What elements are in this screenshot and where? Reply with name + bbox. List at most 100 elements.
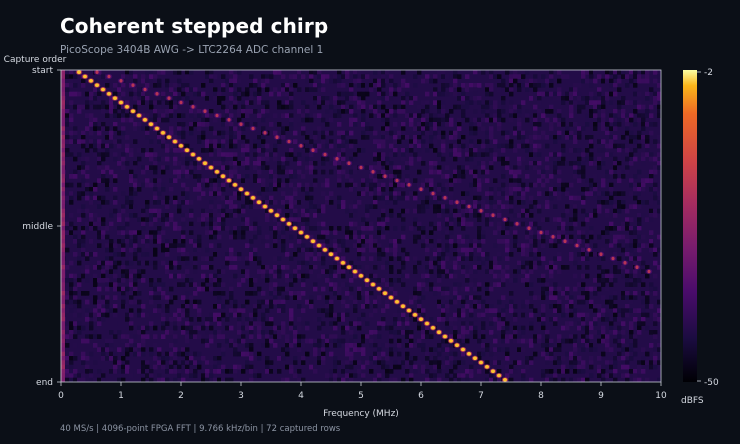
noise-cell [369,243,374,248]
noise-cell [393,117,398,123]
noise-cell [281,169,286,175]
noise-cell [73,226,78,231]
noise-cell [581,78,586,84]
noise-cell [329,369,334,374]
noise-cell [637,330,642,335]
noise-cell [405,165,410,170]
noise-cell [641,104,646,110]
noise-cell [401,148,406,153]
noise-cell [485,100,490,105]
noise-cell [649,247,654,253]
noise-cell [601,113,606,118]
noise-cell [257,191,262,196]
noise-cell [549,338,554,344]
noise-cell [229,174,234,179]
noise-cell [497,156,502,162]
noise-cell [549,187,554,192]
noise-cell [173,260,178,266]
noise-cell [493,204,498,209]
noise-cell [97,317,102,322]
noise-cell [393,113,398,118]
noise-cell [569,148,574,153]
noise-cell [217,252,222,257]
noise-cell [293,139,298,144]
noise-cell [245,221,250,227]
noise-cell [633,187,638,192]
noise-cell [129,187,134,192]
noise-cell [201,91,206,97]
noise-cell [121,364,126,370]
noise-cell [557,130,562,136]
noise-cell [561,148,566,153]
noise-cell [157,304,162,309]
noise-cell [489,165,494,170]
noise-cell [137,330,142,335]
noise-cell [369,191,374,196]
noise-cell [489,321,494,326]
noise-cell [389,191,394,196]
noise-cell [261,312,266,318]
noise-cell [529,204,534,209]
noise-cell [357,317,362,322]
noise-cell [569,226,574,231]
noise-cell [593,174,598,179]
noise-cell [129,148,134,153]
noise-cell [589,347,594,352]
noise-cell [157,109,162,114]
noise-cell [433,356,438,361]
noise-cell [69,195,74,201]
noise-cell [89,334,94,339]
noise-cell [141,208,146,214]
noise-cell [637,308,642,313]
noise-cell [277,91,282,97]
noise-cell [225,126,230,131]
noise-cell [133,204,138,209]
noise-cell [153,295,158,300]
noise-cell [401,278,406,283]
noise-cell [497,87,502,92]
noise-cell [345,369,350,374]
noise-cell [437,152,442,157]
noise-cell [161,169,166,175]
noise-cell [629,273,634,279]
noise-cell [617,165,622,170]
noise-cell [505,338,510,344]
noise-cell [461,239,466,244]
noise-cell [657,109,661,114]
noise-cell [277,161,282,166]
noise-cell [181,152,186,157]
noise-cell [161,200,166,205]
noise-cell [189,200,194,205]
noise-cell [109,130,114,136]
noise-cell [145,360,150,365]
noise-cell [133,178,138,183]
noise-cell [337,360,342,365]
noise-cell [185,256,190,261]
noise-cell [305,117,310,123]
noise-cell [401,247,406,253]
noise-cell [173,226,178,231]
noise-cell [177,256,182,261]
noise-cell [485,369,490,374]
noise-cell [261,317,266,322]
noise-cell [277,104,282,110]
noise-cell [625,308,630,313]
noise-cell [489,308,494,313]
noise-cell [73,334,78,339]
noise-cell [249,321,254,326]
noise-cell [301,282,306,287]
noise-cell [189,156,194,162]
noise-cell [77,239,82,244]
noise-cell [389,195,394,201]
noise-cell [389,334,394,339]
noise-cell [273,265,278,270]
noise-cell [409,139,414,144]
noise-cell [641,187,646,192]
noise-cell [553,161,558,166]
noise-cell [449,152,454,157]
noise-cell [89,187,94,192]
noise-cell [165,213,170,218]
chart-title: Coherent stepped chirp [60,14,329,38]
noise-cell [557,169,562,175]
noise-cell [97,278,102,283]
